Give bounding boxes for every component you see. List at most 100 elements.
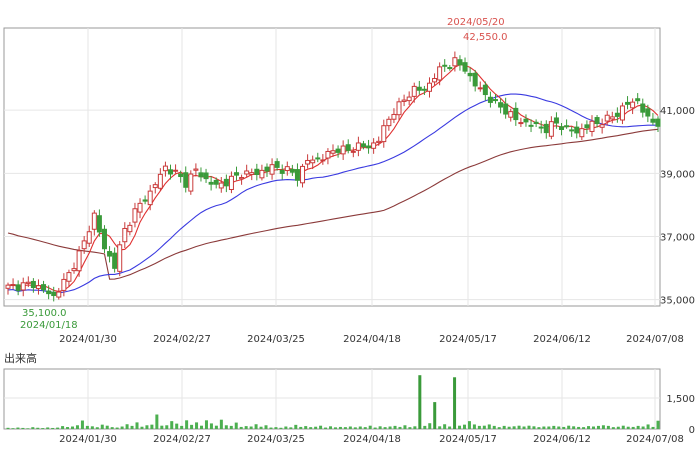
candle-body <box>137 202 143 213</box>
candle-body <box>360 143 366 148</box>
volume-bar <box>229 425 233 429</box>
volume-bar <box>567 425 571 429</box>
volume-bar <box>433 402 437 429</box>
candle-body <box>335 148 341 153</box>
volume-panel <box>3 368 661 430</box>
volume-bar <box>373 427 377 429</box>
volume-bar <box>582 427 586 429</box>
candle-body <box>518 122 524 125</box>
volume-bar <box>46 427 50 429</box>
candle-body <box>289 168 295 173</box>
volume-bar <box>200 425 204 429</box>
volume-bar <box>418 375 422 429</box>
candle-body <box>86 231 92 244</box>
candle-body <box>493 99 498 102</box>
candle-body <box>340 145 346 155</box>
volume-bar <box>626 426 630 429</box>
volume-bar <box>502 425 506 429</box>
candle-body <box>467 72 473 77</box>
volume-bar <box>90 426 94 429</box>
volume-bar <box>66 427 70 429</box>
volume-bar <box>135 422 139 429</box>
candle-body <box>498 102 504 108</box>
candle-body <box>213 179 219 185</box>
volume-bar <box>378 426 382 429</box>
candle-body <box>35 285 41 289</box>
volume-bar <box>606 425 610 429</box>
volume-bar <box>438 426 442 429</box>
candle-body <box>320 159 326 162</box>
candle-body <box>279 169 285 174</box>
volume-bar <box>309 427 313 429</box>
volume-bar <box>95 427 99 429</box>
x-tick-label: 2024/07/08 <box>626 334 684 345</box>
high-value-label: 42,550.0 <box>463 32 508 43</box>
candle-body <box>401 99 407 102</box>
volume-bar <box>487 424 491 429</box>
candle-body <box>315 157 321 160</box>
volume-bar <box>175 423 179 429</box>
volume-bar <box>646 424 650 429</box>
volume-bar <box>403 425 407 429</box>
candle-body <box>482 84 488 96</box>
volume-bar <box>393 425 397 429</box>
candle-body <box>508 111 514 118</box>
candle-body <box>609 116 615 120</box>
y-tick-label: 35,000 <box>660 296 695 307</box>
candle-body <box>310 159 316 164</box>
volume-bar <box>587 426 591 429</box>
candle-body <box>244 170 250 175</box>
volume-bar <box>140 426 144 429</box>
candle-body <box>462 62 468 72</box>
vol-x-tick-label: 2024/06/12 <box>533 434 591 445</box>
candle-body <box>564 125 570 128</box>
candle-body <box>371 142 377 149</box>
volume-bar <box>413 426 417 429</box>
candle-body <box>66 272 72 282</box>
volume-bar <box>631 426 635 429</box>
volume-bar <box>165 425 169 429</box>
vol-x-tick-label: 2024/02/27 <box>153 434 211 445</box>
low-value-label: 35,100.0 <box>22 308 67 319</box>
candle-body <box>269 164 275 175</box>
volume-bar <box>6 427 10 429</box>
volume-bar <box>115 427 119 429</box>
volume-bar <box>596 425 600 429</box>
volume-bar <box>125 424 129 429</box>
candle-body <box>254 168 260 176</box>
volume-bar <box>299 426 303 429</box>
volume-bar <box>641 426 645 429</box>
candle-body <box>584 124 590 129</box>
candle-body <box>300 165 306 184</box>
volume-bar <box>408 427 412 429</box>
candle-body <box>432 77 438 83</box>
volume-bar <box>269 427 273 429</box>
candle-body <box>259 169 265 179</box>
candle-body <box>503 103 509 115</box>
volume-bar <box>507 426 511 429</box>
candle-body <box>533 121 539 125</box>
candle-body <box>5 284 11 289</box>
candle-body <box>122 227 128 243</box>
candle-body <box>183 172 189 188</box>
volume-bar <box>170 421 174 429</box>
candle-body <box>198 172 204 178</box>
candle-body <box>391 113 397 120</box>
volume-bar <box>85 425 89 429</box>
y-tick-label: 37,000 <box>660 233 695 244</box>
candle-body <box>447 67 453 70</box>
candle-body <box>604 114 610 122</box>
candle-body <box>91 212 97 230</box>
candle-body <box>152 184 158 189</box>
volume-bar <box>51 427 55 429</box>
volume-bar <box>254 424 258 429</box>
volume-bar <box>492 425 496 429</box>
candle-body <box>538 126 544 129</box>
volume-bar <box>621 425 625 429</box>
volume-bar <box>244 426 248 429</box>
volume-bar <box>56 427 60 429</box>
candle-body <box>132 208 138 223</box>
candle-body <box>249 172 255 175</box>
candle-body <box>396 101 402 116</box>
